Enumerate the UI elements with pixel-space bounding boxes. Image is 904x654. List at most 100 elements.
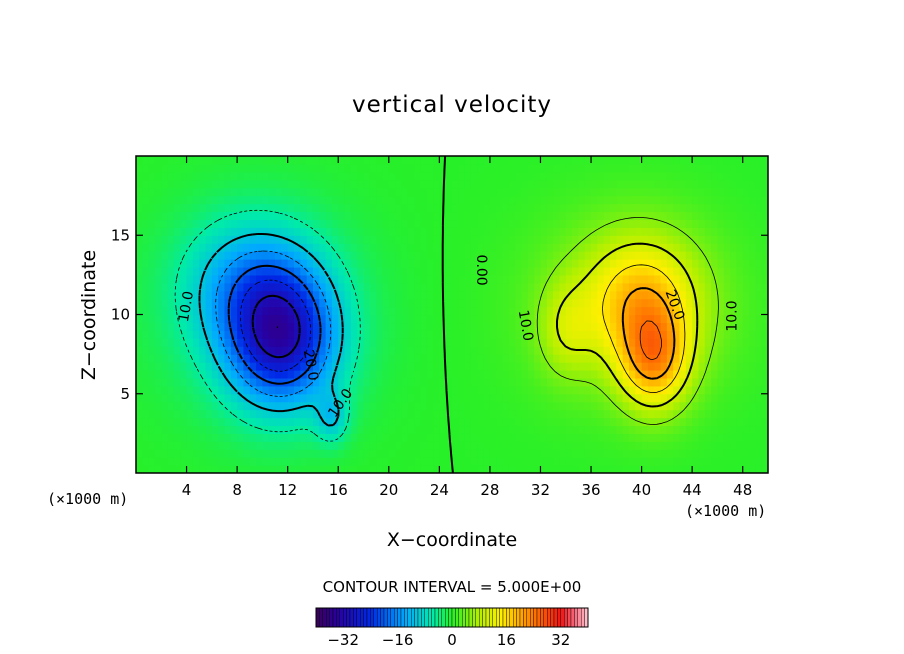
field-cell [256,227,263,236]
field-cell [426,465,434,473]
field-cell [565,251,573,260]
field-cell [154,235,162,244]
field-cell [761,314,768,324]
field-cell [407,377,415,387]
field-cell [262,163,270,173]
field-cell [755,385,763,395]
field-cell [148,235,156,244]
field-cell [426,354,434,363]
field-cell [142,401,150,411]
field-cell [483,203,491,213]
field-cell [338,251,346,260]
field-cell [287,243,295,252]
field-cell [603,449,611,458]
field-cell [407,433,415,442]
field-cell [742,171,750,181]
field-cell [711,179,719,189]
field-cell [224,433,232,442]
field-cell [230,203,238,213]
field-cell [553,385,561,395]
field-cell [622,369,630,379]
field-cell [426,369,434,379]
field-cell [730,441,737,450]
field-cell [249,259,257,268]
field-cell [723,195,731,205]
field-cell [161,219,169,228]
field-cell [761,457,768,466]
field-cell [262,298,270,308]
field-cell [622,290,630,300]
field-cell [546,211,554,221]
field-cell [268,298,276,308]
field-cell [306,322,314,331]
field-cell [414,401,421,411]
field-cell [180,211,188,221]
field-cell [325,156,333,165]
field-cell [578,401,586,411]
field-cell [654,179,662,189]
field-cell [205,156,213,165]
field-cell [388,362,396,371]
field-cell [527,338,535,347]
field-cell [401,266,409,276]
field-cell [723,266,731,276]
field-cell [749,330,756,339]
field-cell [331,211,339,221]
field-cell [723,171,731,181]
field-cell [331,330,339,339]
field-cell [761,401,768,411]
field-cell [635,433,643,442]
field-cell [527,227,535,236]
colorbar-swatch [383,607,388,628]
field-cell [464,314,472,324]
field-cell [382,306,390,316]
colorbar-swatch [428,607,432,628]
field-cell [357,369,365,379]
field-cell [376,338,384,347]
field-cell [230,346,238,355]
field-cell [679,290,687,300]
field-cell [597,156,605,165]
field-cell [287,298,295,308]
field-cell [407,266,415,276]
field-cell [540,465,548,473]
field-cell [559,425,567,434]
field-cell [173,266,181,276]
field-cell [610,282,617,292]
field-cell [616,266,624,276]
field-cell [641,203,649,213]
field-cell [749,195,756,205]
field-cell [452,274,459,284]
field-cell [369,227,377,236]
field-cell [388,227,396,236]
field-cell [237,441,245,450]
field-cell [167,393,175,403]
field-cell [407,346,415,355]
field-cell [502,385,510,395]
field-cell [420,417,428,427]
field-cell [572,203,579,213]
field-cell [711,156,719,165]
field-cell [420,338,428,347]
field-cell [508,441,516,450]
field-cell [218,314,226,324]
field-cell [502,290,510,300]
field-cell [673,441,681,450]
field-cell [584,393,592,403]
field-cell [477,409,485,419]
field-cell [439,354,447,363]
field-cell [237,163,245,173]
field-cell [224,449,232,458]
field-cell [262,362,270,371]
field-cell [357,274,365,284]
field-cell [711,298,719,308]
field-cell [420,449,428,458]
field-cell [597,298,605,308]
field-cell [622,457,630,466]
field-cell [679,156,687,165]
field-cell [350,465,358,473]
field-cell [559,290,567,300]
field-cell [673,314,681,324]
field-cell [319,354,327,363]
field-cell [148,211,156,221]
